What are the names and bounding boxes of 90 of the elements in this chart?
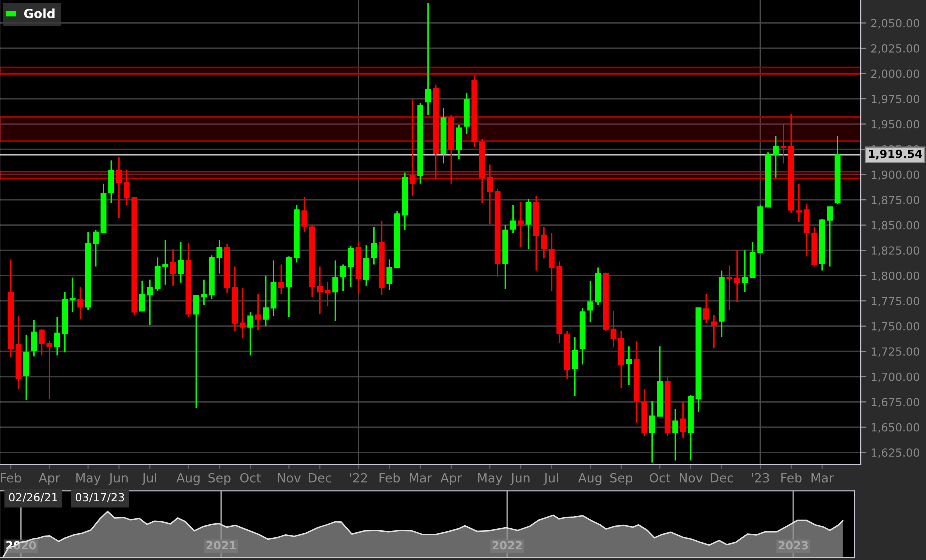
candlestick [526,198,532,250]
y-tick-label: 1,950.00 [872,120,920,130]
x-tick-label: Nov [278,474,302,483]
candlestick [31,320,38,358]
candlestick [248,312,254,356]
y-tick-label: 1,875.00 [872,196,920,206]
x-tick-label: Mar [410,474,432,483]
candlestick [170,248,176,287]
candlestick [324,281,331,307]
x-tick-label: Feb [782,473,802,483]
candlestick [734,250,740,303]
y-tick-label: 1,700.00 [872,372,920,382]
candlestick [588,280,594,324]
x-tick-label: '23 [752,473,770,483]
candlestick [804,203,810,258]
y-tick-label: 1,850.00 [872,221,920,231]
candlestick [70,277,76,313]
y-tick-label: 1,775.00 [872,297,920,307]
candlestick [24,334,30,401]
candlestick [410,98,416,197]
x-tick-label: Dec [711,474,734,483]
y-tick-label: 1,675.00 [872,398,920,408]
x-tick-label: Aug [578,474,602,486]
ref-line-label: 1,919.54 [869,150,922,160]
candlestick [510,204,516,234]
y-tick-label: 2,050.00 [872,19,920,29]
text: 02/26/21 [9,493,58,503]
y-tick-label: 1,725.00 [872,348,920,358]
x-tick-label: Apr [38,474,60,486]
candlestick [364,244,370,287]
y-tick-label: 2,025.00 [872,44,920,54]
y-tick-label: 1,800.00 [872,272,920,282]
candlestick [386,258,393,291]
candlestick [610,310,617,348]
candlestick [626,346,632,386]
y-tick-label: 1,825.00 [872,246,920,256]
y-tick-label: 1,975.00 [872,94,920,105]
candlestick [78,286,84,320]
x-tick-label: Feb [1,473,22,483]
x-tick-label: Aug [176,474,200,486]
candlestick [278,264,284,295]
candlestick [332,260,339,322]
candlestick [456,124,462,160]
x-tick-label: '22 [350,473,368,483]
candlestick [178,242,184,284]
x-tick-label: Jun [510,474,530,486]
x-tick-label: Oct [240,473,262,483]
x-tick-label: Sep [208,473,231,486]
candlestick [108,160,114,204]
x-tick-label: Dec [309,474,332,483]
candlestick [348,246,354,288]
x-tick-label: Feb [380,473,400,483]
x-tick-label: Apr [440,474,462,486]
x-tick-label: May [478,474,503,486]
x-tick-label: Nov [680,474,703,483]
candlestick [302,196,308,234]
x-tick-label: May [76,474,101,486]
y-tick-label: 1,750.00 [872,322,920,332]
candlestick [742,250,748,293]
x-tick-label: Jun [108,474,128,486]
y-tick-label: 1,900.00 [872,170,920,180]
candlestick [780,124,787,164]
candlestick [340,264,346,292]
text: 03/17/23 [76,493,124,503]
candlestick [680,401,686,440]
x-tick-label: Mar [812,474,834,483]
candlestick [773,136,779,179]
candlestick [255,293,262,332]
candlestick [371,226,378,266]
candlestick [201,279,208,306]
candlestick [711,314,718,350]
candlestick [726,265,733,311]
x-tick-label: Oct [650,473,671,483]
candlestick [518,201,524,248]
candlestick [796,183,802,223]
y-tick-label: 1,650.00 [872,423,920,433]
x-tick-label: Jul [142,473,156,486]
candlestick [116,156,122,219]
legend-label: Gold [24,8,55,18]
candlestick [704,293,710,324]
y-tick-label: 1,625.00 [872,448,920,458]
candlestick [263,275,269,328]
candlestick [194,295,200,409]
candlestick [672,408,678,462]
candlestick [572,336,578,397]
y-tick-label: 2,000.00 [872,70,920,80]
x-tick-label: Sep [610,473,633,486]
candlestick [240,287,246,340]
x-tick-label: Jul [544,473,558,486]
candlestick [425,2,432,116]
